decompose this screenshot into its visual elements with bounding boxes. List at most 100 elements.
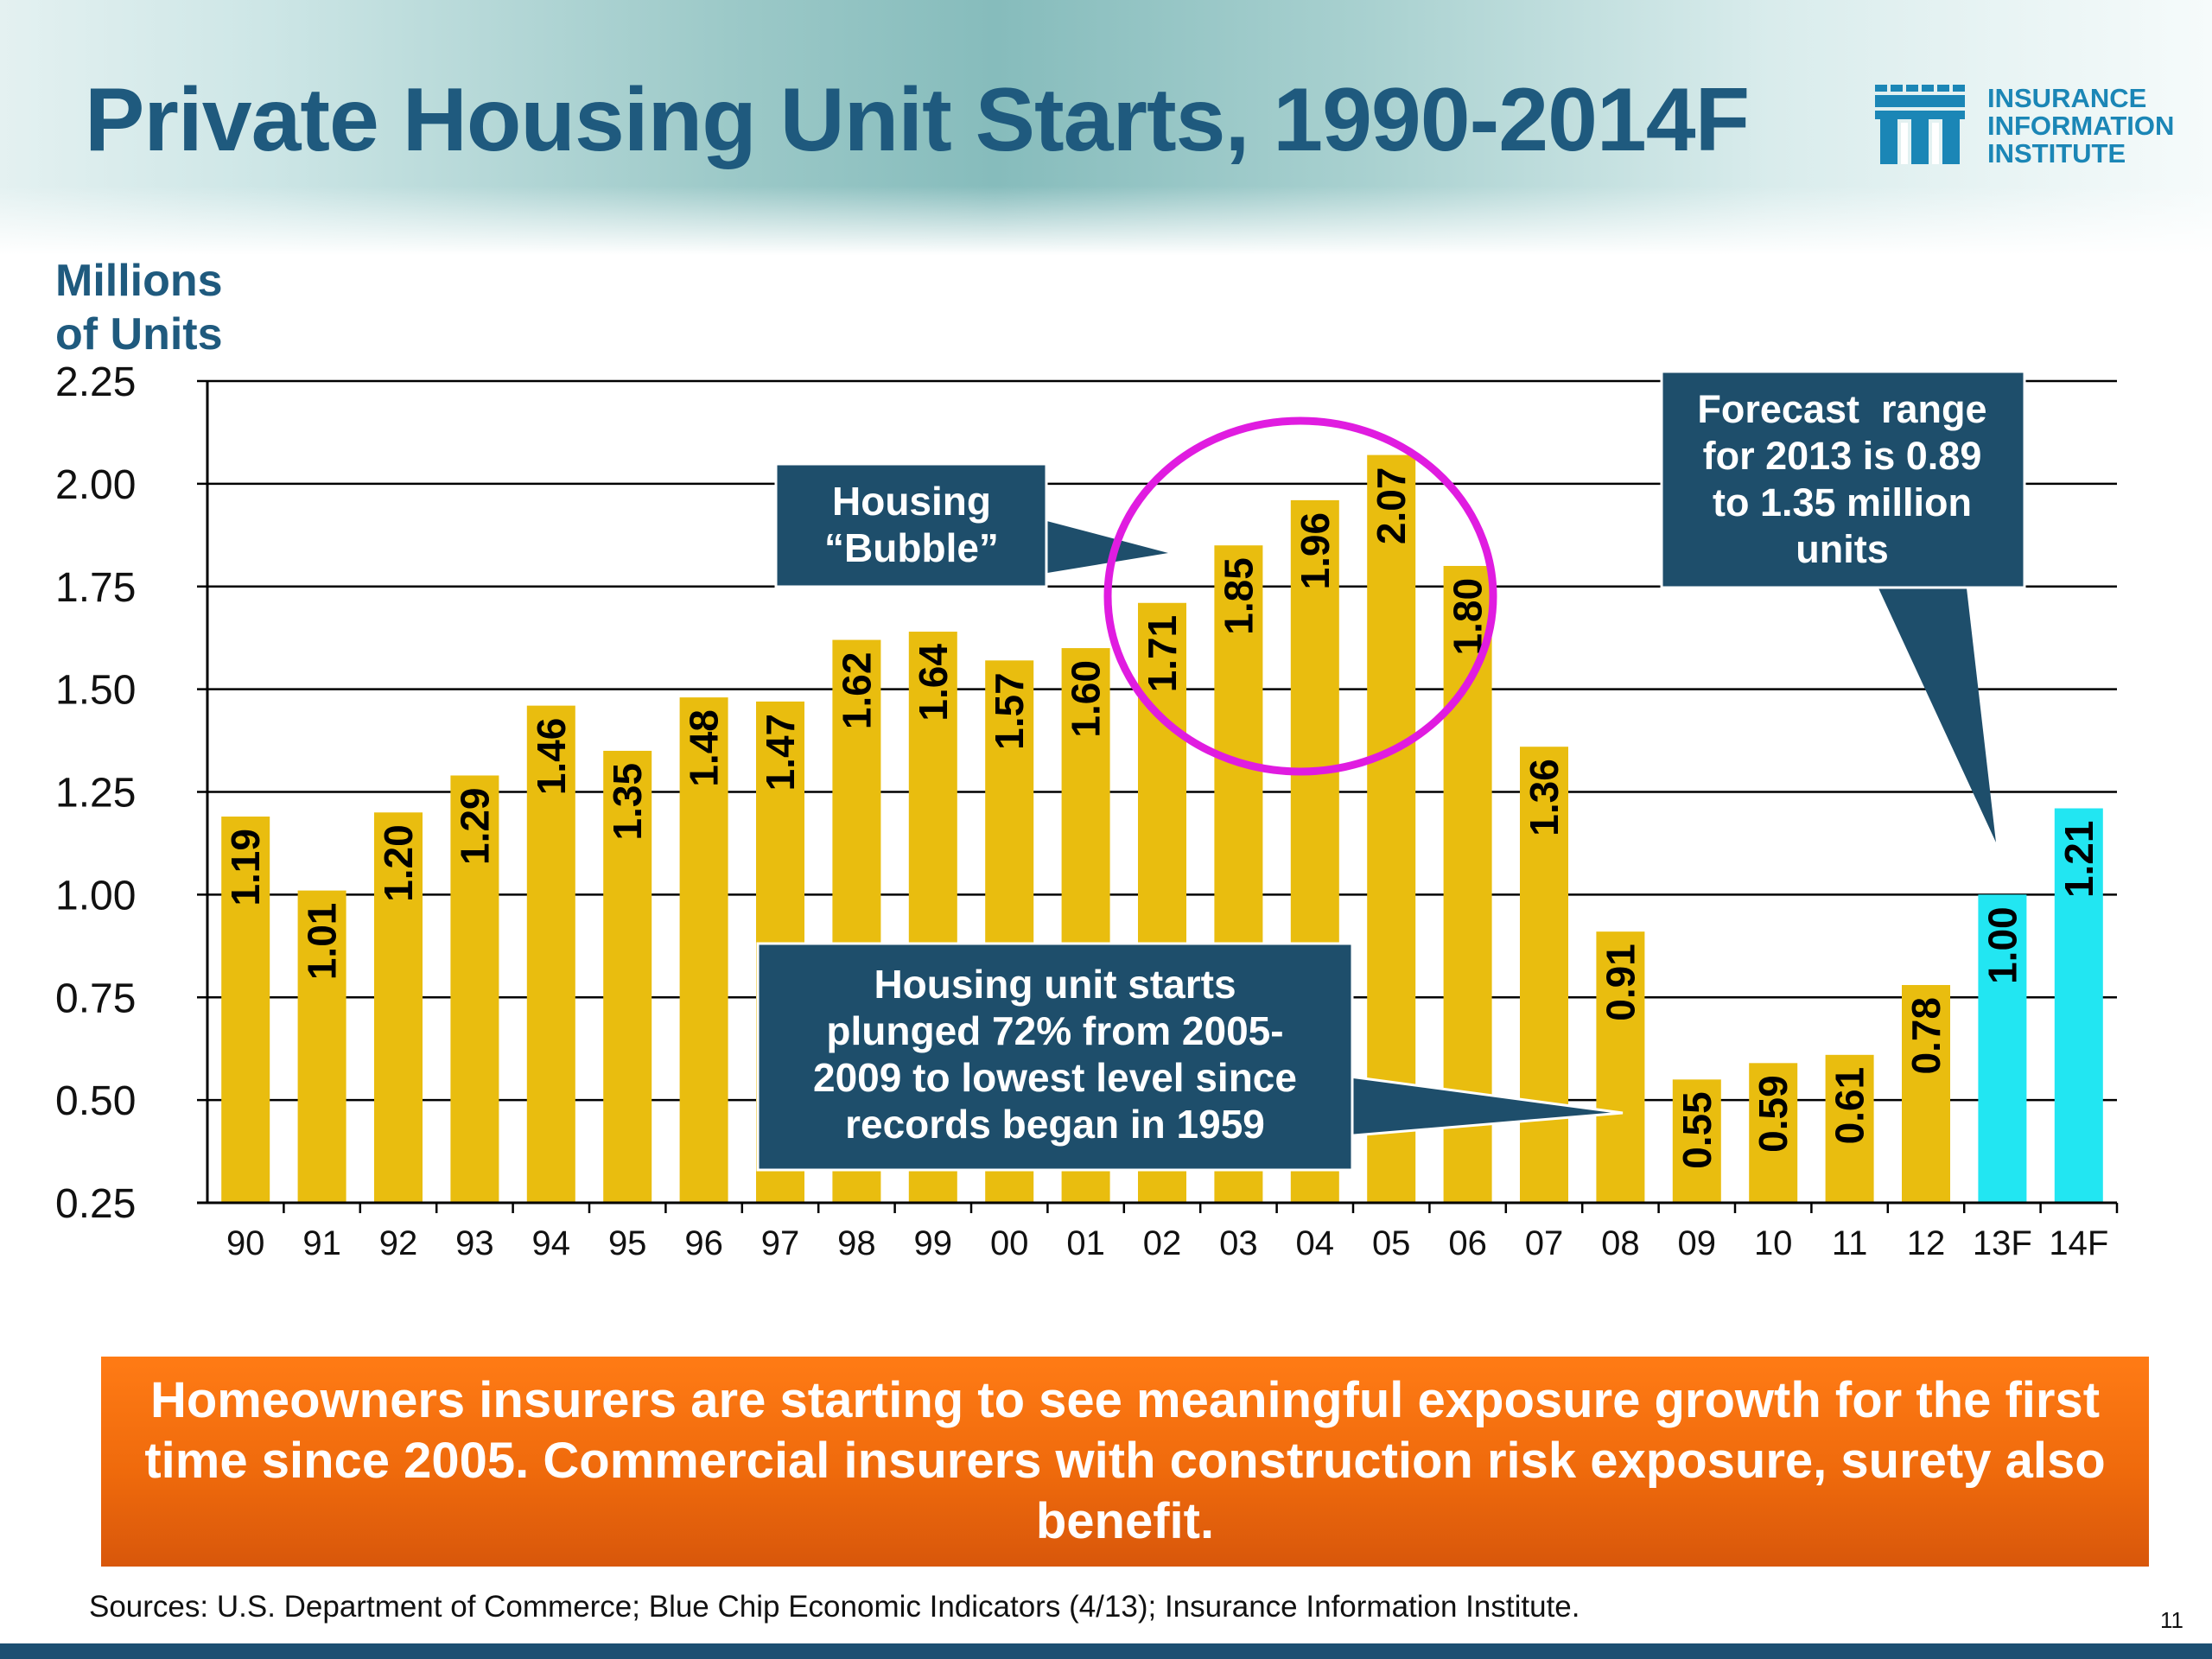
plunge-callout-line-3: 2009 to lowest level since	[813, 1055, 1297, 1100]
x-tick-label: 92	[379, 1224, 418, 1262]
bar	[221, 817, 270, 1203]
bar-value-label: 1.48	[682, 709, 727, 787]
x-tick-label: 14F	[2049, 1224, 2108, 1262]
bubble-callout-line-1: Housing	[832, 479, 991, 524]
bar-value-label: 1.62	[834, 652, 879, 730]
x-tick-label: 03	[1219, 1224, 1258, 1262]
y-tick-label: 2.00	[55, 462, 136, 508]
y-axis-label-line-2: of Units	[55, 309, 223, 359]
takeaway-text: Homeowners insurers are starting to see …	[144, 1372, 2106, 1549]
bar-value-label: 1.96	[1293, 512, 1338, 590]
x-tick-label: 05	[1372, 1224, 1411, 1262]
bar	[526, 705, 575, 1203]
plunge-callout-line-4: records began in 1959	[845, 1102, 1265, 1147]
y-axis-label-line-1: Millions	[55, 256, 223, 306]
bar	[1596, 931, 1645, 1203]
bar-value-label: 1.35	[605, 763, 650, 841]
x-tick-label: 97	[761, 1224, 800, 1262]
bar-value-label: 1.47	[758, 714, 803, 791]
bar-value-label: 1.21	[2056, 821, 2101, 899]
bar	[679, 697, 728, 1203]
y-tick-label: 1.75	[55, 565, 136, 611]
bar-value-label: 1.00	[1980, 906, 2024, 984]
y-tick-label: 0.50	[55, 1078, 136, 1124]
bar	[1749, 1063, 1798, 1203]
x-tick-label: 95	[608, 1224, 647, 1262]
bubble-callout-line-2: “Bubble”	[824, 525, 999, 570]
logo-line-1: INSURANCE	[1987, 83, 2147, 113]
y-tick-label: 1.25	[55, 771, 136, 817]
x-tick-label: 90	[226, 1224, 265, 1262]
bar-value-label: 1.36	[1522, 759, 1567, 836]
forecast-callout-pointer	[1875, 581, 1996, 842]
bubble-highlight-circle	[1103, 416, 1497, 776]
forecast-callout: Forecast range for 2013 is 0.89 to 1.35 …	[1660, 370, 2026, 842]
forecast-callout-line-1: Forecast range	[1697, 387, 1986, 431]
bar	[1520, 747, 1568, 1203]
plunge-callout-line-1: Housing unit starts	[874, 962, 1236, 1007]
x-tick-label: 07	[1525, 1224, 1564, 1262]
bar	[1978, 894, 2027, 1203]
x-tick-label: 98	[837, 1224, 876, 1262]
axes	[197, 381, 2117, 1205]
plunge-callout-box	[756, 942, 1354, 1172]
bar-value-label: 0.59	[1751, 1075, 1796, 1153]
plunge-callout: Housing unit starts plunged 72% from 200…	[756, 942, 1624, 1172]
bar	[450, 775, 499, 1203]
x-tick-label: 91	[302, 1224, 341, 1262]
bar	[374, 812, 423, 1203]
bar-value-label: 1.64	[911, 644, 956, 721]
bar-value-label: 1.60	[1064, 660, 1109, 738]
logo-text: INSURANCE INFORMATION INSTITUTE	[1987, 85, 2174, 168]
bubble-callout: Housing “Bubble”	[774, 462, 1168, 588]
bubble-callout-pointer	[1037, 518, 1168, 575]
forecast-callout-line-4: units	[1796, 527, 1889, 571]
y-tick-label: 0.75	[55, 976, 136, 1021]
x-tick-label: 09	[1678, 1224, 1717, 1262]
y-tick-label: 1.00	[55, 873, 136, 918]
y-tick-labels: 2.25 2.00 1.75 1.50 1.25 1.00 0.75 0.50 0.25	[55, 359, 207, 1227]
takeaway-banner: Homeowners insurers are starting to see …	[101, 1357, 2149, 1567]
bar	[1672, 1079, 1721, 1203]
bar-value-label: 1.85	[1216, 557, 1261, 635]
forecast-callout-line-2: for 2013 is 0.89	[1703, 434, 1982, 478]
bar-value-label: 1.20	[376, 824, 421, 902]
bar	[1825, 1054, 1874, 1203]
page-title: Private Housing Unit Starts, 1990-2014F	[85, 70, 1750, 170]
plunge-callout-line-2: plunged 72% from 2005-	[826, 1008, 1283, 1053]
x-tick-label: 93	[455, 1224, 494, 1262]
bar-value-label: 1.01	[300, 903, 345, 981]
x-tick-label: 11	[1832, 1224, 1868, 1262]
x-tick-label: 12	[1907, 1224, 1946, 1262]
x-tick-label: 10	[1754, 1224, 1793, 1262]
bar-value-label: 0.78	[1904, 997, 1948, 1075]
x-tick-label: 02	[1143, 1224, 1182, 1262]
header-fade	[0, 186, 2212, 255]
bar-value-label: 0.55	[1675, 1091, 1719, 1169]
x-tick-label: 00	[990, 1224, 1029, 1262]
bar-value-label: 1.71	[1140, 615, 1185, 693]
bar-value-label: 1.29	[452, 787, 497, 865]
x-tick-label: 01	[1066, 1224, 1105, 1262]
x-tick-label: 13F	[1973, 1224, 2032, 1262]
sources-note: Sources: U.S. Department of Commerce; Bl…	[89, 1590, 1580, 1624]
y-tick-label: 0.25	[55, 1181, 136, 1227]
bar-value-label: 1.19	[223, 829, 268, 906]
bar-value-label: 0.61	[1827, 1067, 1872, 1145]
bar-value-label: 1.57	[987, 672, 1032, 750]
bar-value-label: 2.07	[1369, 467, 1414, 545]
bar	[1367, 454, 1416, 1203]
bubble-callout-box	[774, 462, 1048, 588]
x-tick-label: 96	[684, 1224, 723, 1262]
logo-line-3: INSTITUTE	[1987, 138, 2126, 168]
bar	[603, 750, 652, 1203]
bar	[297, 890, 346, 1203]
forecast-callout-line-3: to 1.35 million	[1713, 480, 1972, 524]
bar	[2054, 808, 2103, 1203]
bar-value-label: 1.46	[529, 718, 574, 796]
x-tick-labels: 90 91 92 93 94 95 96 97 98 99 00 01 02 03 04 05 06 07 08 09…	[226, 1203, 2119, 1262]
bar-chart: Millions of Units 2.25 2.00 1.75 1.50 1.25 1.…	[55, 256, 2119, 1262]
x-tick-label: 99	[914, 1224, 953, 1262]
bar-value-label: 0.91	[1598, 944, 1643, 1021]
